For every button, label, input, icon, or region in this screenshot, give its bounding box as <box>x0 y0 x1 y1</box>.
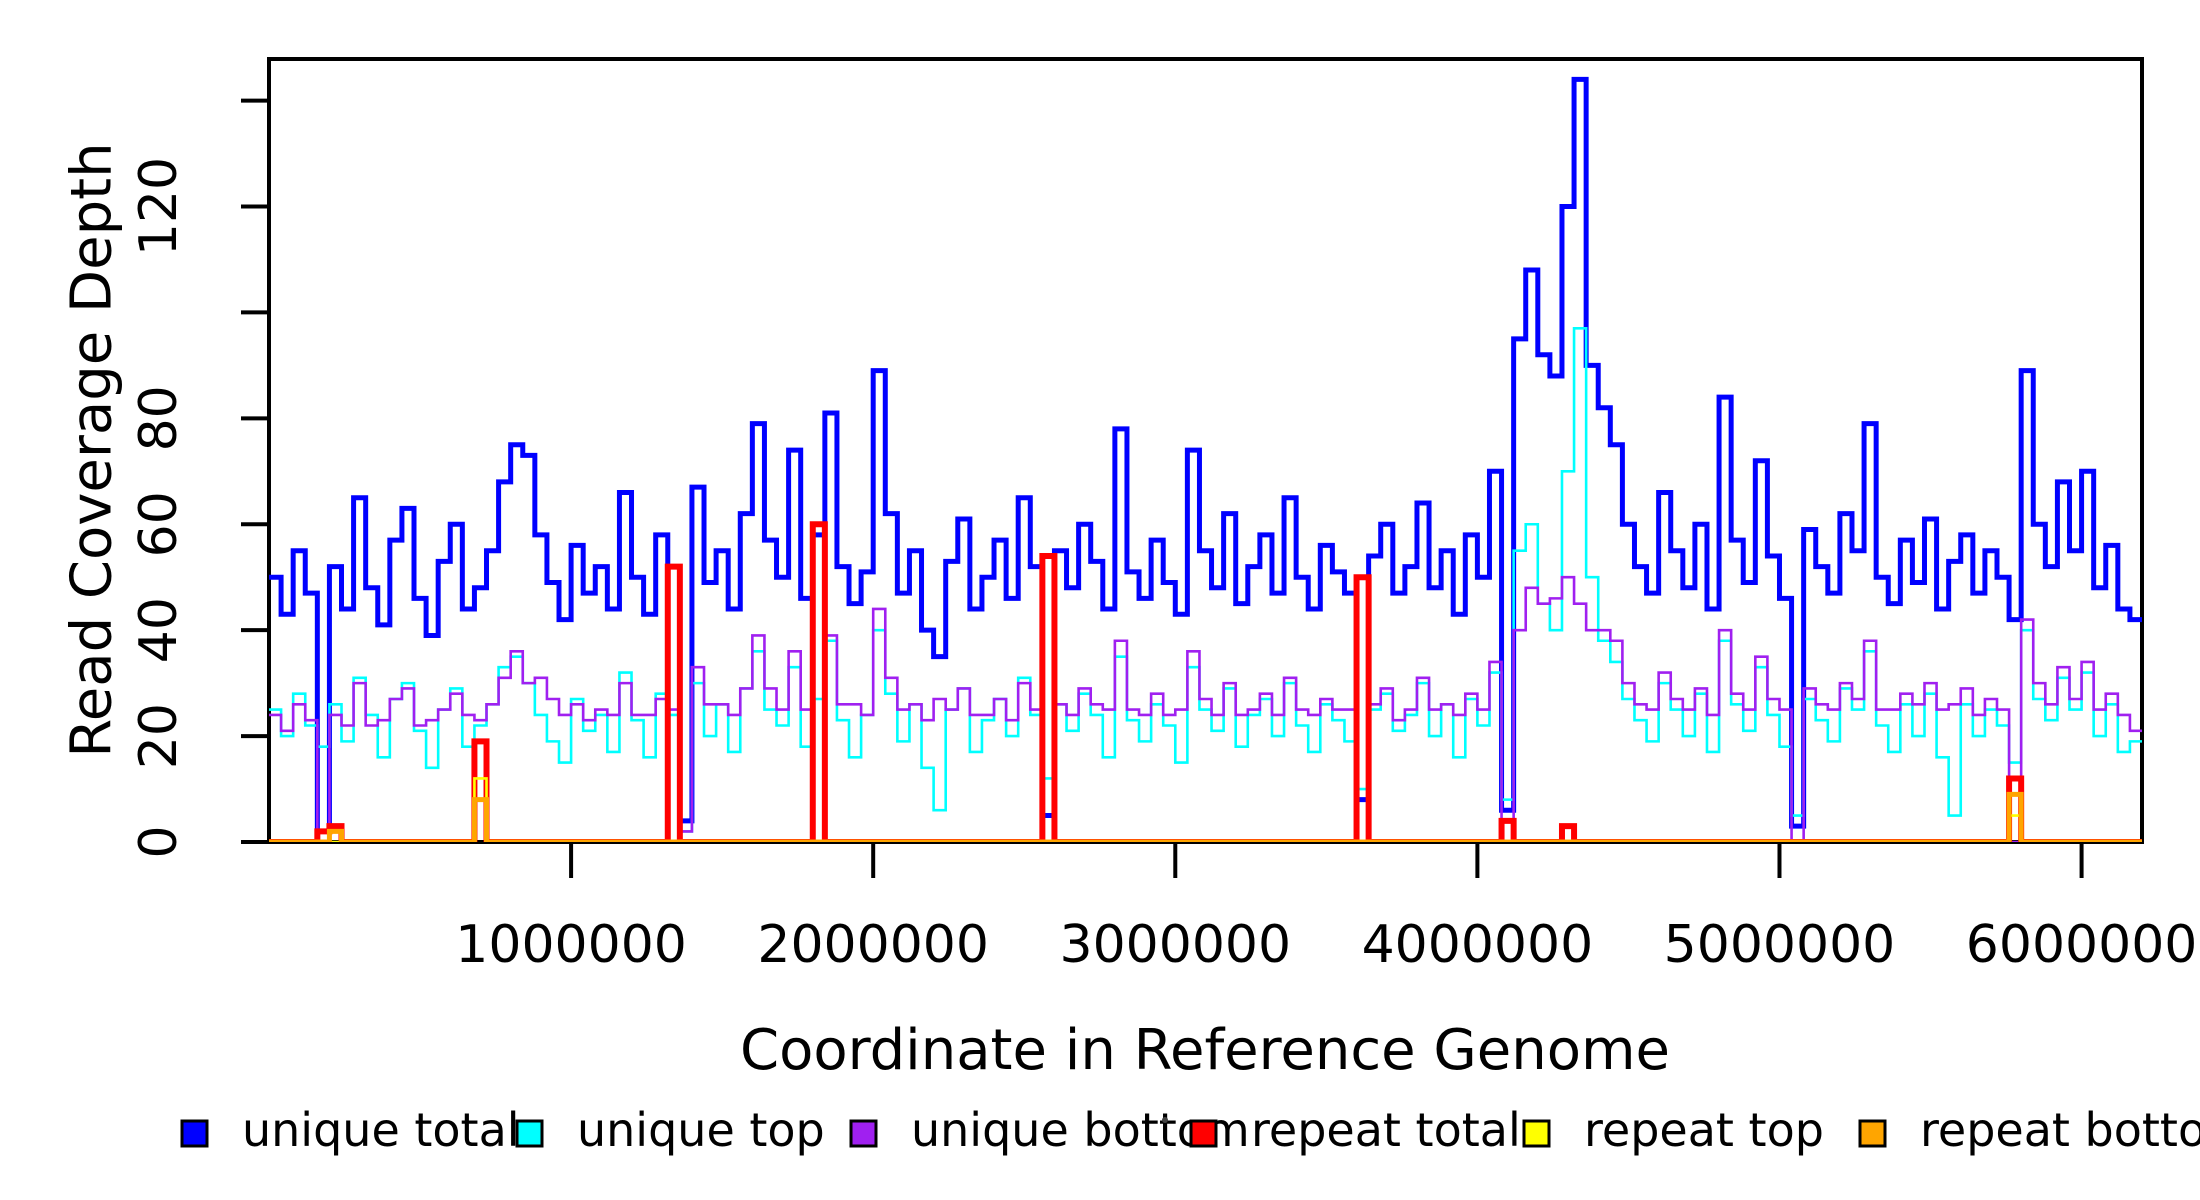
y-axis-title: Read Coverage Depth <box>59 142 125 758</box>
x-tick-label: 4000000 <box>1362 915 1594 975</box>
legend-swatch-repeat-total <box>1189 1119 1218 1148</box>
legend-label-repeat-total: repeat total <box>1251 1103 1521 1157</box>
series-unique-bottom-line <box>269 575 2142 842</box>
stray-dot <box>1162 1117 1168 1123</box>
legend-label-repeat-bottom: repeat bottom <box>1920 1103 2200 1157</box>
legend-label-unique-total: unique total <box>242 1103 520 1157</box>
x-tick-label: 1000000 <box>455 915 687 975</box>
legend-swatch-repeat-bottom <box>1858 1119 1887 1148</box>
series-repeat-total-line <box>269 521 2142 842</box>
series-repeat-top-line <box>269 777 2142 842</box>
legend-swatch-repeat-top <box>1522 1119 1551 1148</box>
legend-swatch-unique-total <box>180 1119 209 1148</box>
x-tick-label: 2000000 <box>757 915 989 975</box>
y-tick-label: 60 <box>129 491 189 557</box>
y-tick-label: 0 <box>129 825 189 858</box>
series-unique-total-line <box>269 76 2142 834</box>
legend-swatch-unique-bottom <box>849 1119 878 1148</box>
series-unique-top-line <box>269 326 2142 833</box>
plot-box <box>267 57 2144 844</box>
x-tick-label: 3000000 <box>1059 915 1291 975</box>
y-tick-label: 80 <box>129 385 189 451</box>
legend-label-repeat-top: repeat top <box>1584 1103 1824 1157</box>
legend-label-unique-top: unique top <box>577 1103 825 1157</box>
x-axis-title: Coordinate in Reference Genome <box>739 1018 1671 1083</box>
x-tick-label: 5000000 <box>1664 915 1896 975</box>
y-tick-label: 40 <box>129 597 189 663</box>
y-tick-label: 20 <box>129 703 189 769</box>
y-tick-label: 120 <box>129 157 189 256</box>
series-repeat-bottom-line <box>269 791 2142 842</box>
x-tick-label: 6000000 <box>1966 915 2198 975</box>
legend-swatch-unique-top <box>515 1119 544 1148</box>
